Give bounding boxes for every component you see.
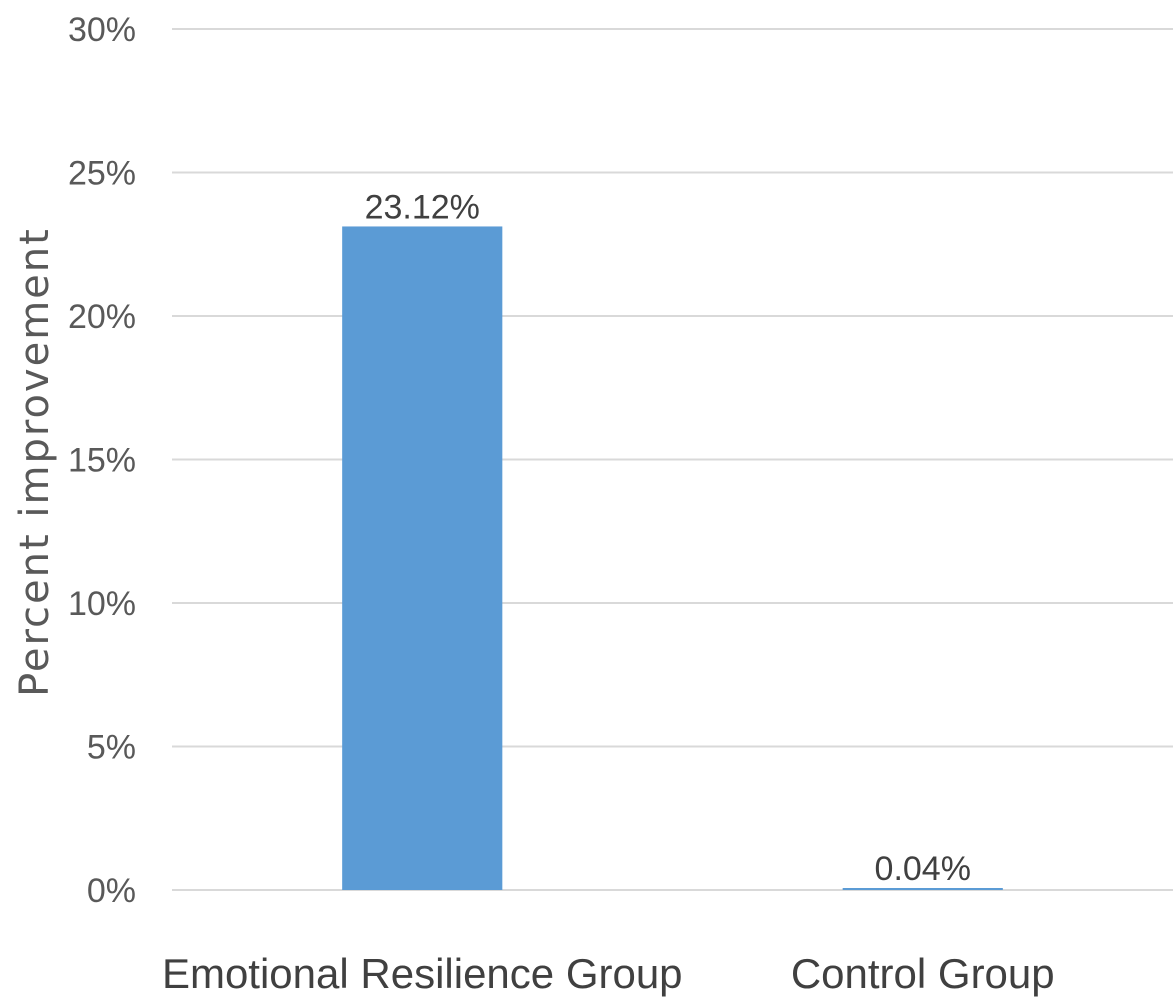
y-axis-ticks: 0% 5% 10% 15% 20% 25% 30%: [68, 11, 136, 910]
bar: [342, 226, 503, 890]
x-category-label: Emotional Resilience Group: [162, 950, 683, 997]
y-tick-label: 30%: [68, 11, 136, 49]
data-label: 0.04%: [875, 850, 971, 888]
data-label: 23.12%: [365, 188, 480, 226]
data-labels: 23.12% 0.04%: [365, 188, 971, 888]
bars: [342, 226, 1003, 890]
x-axis-categories: Emotional Resilience Group Control Group: [162, 950, 1055, 997]
y-tick-label: 5%: [87, 729, 136, 767]
gridlines: [172, 28, 1173, 891]
y-tick-label: 0%: [87, 872, 136, 910]
y-axis-label: Percent improvement: [12, 227, 58, 697]
y-tick-label: 15%: [68, 442, 136, 480]
y-tick-label: 25%: [68, 155, 136, 193]
x-category-label: Control Group: [791, 950, 1055, 997]
y-tick-label: 20%: [68, 298, 136, 336]
y-tick-label: 10%: [68, 585, 136, 623]
bar: [842, 888, 1003, 890]
